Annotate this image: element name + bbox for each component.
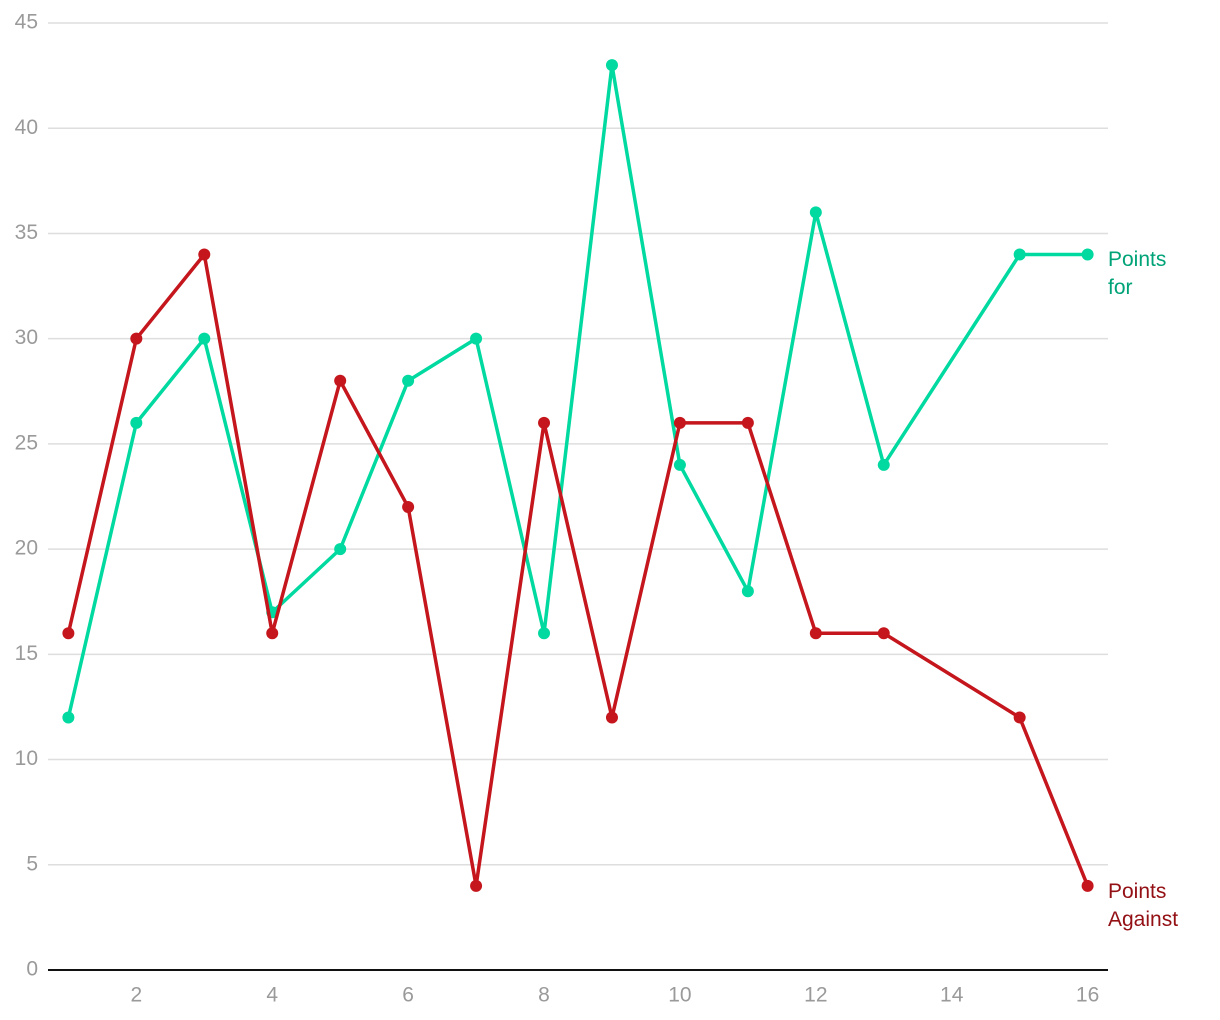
x-tick-label: 10 bbox=[668, 984, 691, 1007]
y-tick-label: 5 bbox=[26, 852, 38, 875]
x-tick-label: 8 bbox=[538, 984, 550, 1007]
series-label: Points for bbox=[1108, 248, 1167, 300]
data-point bbox=[1013, 711, 1026, 724]
y-tick-label: 0 bbox=[26, 958, 38, 981]
y-tick-label: 30 bbox=[15, 326, 38, 349]
data-point bbox=[1013, 248, 1026, 261]
data-point bbox=[130, 416, 143, 429]
x-tick-label: 2 bbox=[130, 984, 142, 1007]
data-point bbox=[470, 879, 483, 892]
data-point bbox=[1081, 879, 1094, 892]
data-point bbox=[809, 206, 822, 219]
data-point bbox=[266, 627, 279, 640]
data-point bbox=[673, 416, 686, 429]
x-tick-label: 4 bbox=[266, 984, 278, 1007]
data-point bbox=[402, 501, 415, 514]
x-tick-label: 14 bbox=[940, 984, 964, 1007]
series-line bbox=[66, 63, 1088, 718]
data-point bbox=[673, 458, 686, 471]
data-point bbox=[1081, 248, 1094, 261]
data-point bbox=[198, 248, 211, 261]
data-point bbox=[198, 332, 211, 345]
y-tick-label: 10 bbox=[15, 747, 38, 770]
data-point bbox=[809, 627, 822, 640]
y-tick-label: 15 bbox=[15, 642, 38, 665]
data-point bbox=[741, 585, 754, 598]
data-point bbox=[62, 711, 75, 724]
x-tick-label: 6 bbox=[402, 984, 414, 1007]
y-tick-label: 35 bbox=[15, 221, 38, 244]
data-point bbox=[877, 458, 890, 471]
data-point bbox=[334, 543, 347, 556]
data-point bbox=[62, 627, 75, 640]
x-tick-label: 12 bbox=[804, 984, 827, 1007]
data-point bbox=[877, 627, 890, 640]
data-point bbox=[538, 627, 551, 640]
data-point bbox=[130, 332, 143, 345]
data-point bbox=[605, 59, 618, 72]
data-point bbox=[605, 711, 618, 724]
data-point bbox=[538, 416, 551, 429]
data-point bbox=[402, 374, 415, 387]
data-point bbox=[741, 416, 754, 429]
y-tick-label: 25 bbox=[15, 431, 38, 454]
series-label: Points Against bbox=[1108, 879, 1179, 931]
x-tick-label: 16 bbox=[1076, 984, 1099, 1007]
y-tick-label: 45 bbox=[15, 11, 38, 34]
y-tick-label: 40 bbox=[15, 116, 38, 139]
y-tick-label: 20 bbox=[15, 537, 38, 560]
data-point bbox=[470, 332, 483, 345]
data-point bbox=[334, 374, 347, 387]
